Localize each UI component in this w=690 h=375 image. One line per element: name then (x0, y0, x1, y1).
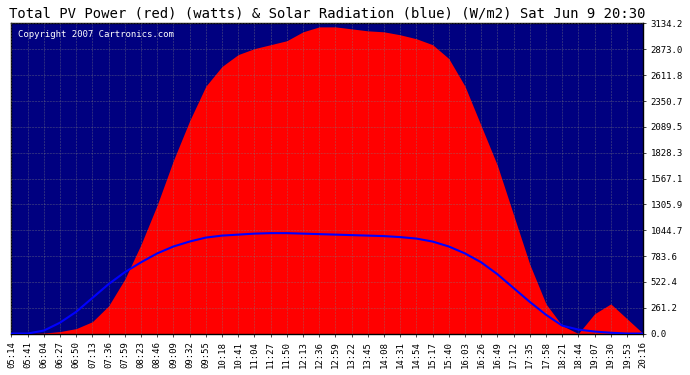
Title: Total PV Power (red) (watts) & Solar Radiation (blue) (W/m2) Sat Jun 9 20:30: Total PV Power (red) (watts) & Solar Rad… (9, 7, 646, 21)
Text: Copyright 2007 Cartronics.com: Copyright 2007 Cartronics.com (18, 30, 174, 39)
